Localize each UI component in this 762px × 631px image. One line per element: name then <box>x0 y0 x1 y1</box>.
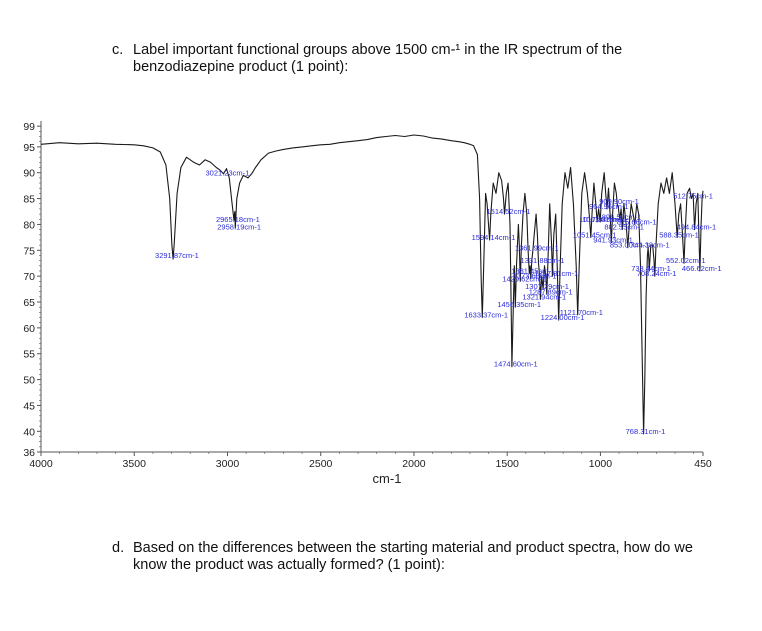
peak-label: 2958.19cm-1 <box>217 223 261 232</box>
peak-label: 1381.45cm-1 <box>511 267 555 276</box>
y-tick-label: 65 <box>23 297 35 309</box>
question-c-line-1: Label important functional groups above … <box>133 42 623 58</box>
peak-label: 2965.18cm-1 <box>216 215 260 224</box>
peak-label: 3021.23cm-1 <box>206 168 250 177</box>
peak-label: 1361.99cm-1 <box>515 243 559 252</box>
peak-label: 1474.60cm-1 <box>494 360 538 369</box>
peak-label: 512.75cm-1 <box>673 192 713 201</box>
peak-label: 896.50cm-1 <box>602 212 642 221</box>
x-tick-label: 4000 <box>29 458 53 470</box>
peak-label: 1257.81cm-1 <box>534 269 578 278</box>
y-tick-label: 50 <box>23 375 35 387</box>
peak-label: 1321.94cm-1 <box>522 292 566 301</box>
peak-label: 882.55cm-1 <box>604 223 644 232</box>
x-tick-label: 450 <box>694 458 712 470</box>
x-axis-title: cm-1 <box>373 471 402 486</box>
peak-label: 815.66cm-1 <box>617 217 657 226</box>
peak-label: 964.96cm-1 <box>589 202 629 211</box>
peak-label: 744.38cm-1 <box>630 241 670 250</box>
question-c-number: c. <box>112 42 124 58</box>
y-tick-label: 45 <box>23 400 35 412</box>
peak-label: 1594.14cm-1 <box>472 233 516 242</box>
question-c-line-2: benzodiazepine product (1 point): <box>133 59 349 75</box>
y-tick-label: 90 <box>23 168 35 180</box>
x-tick-label: 1500 <box>496 458 520 470</box>
peak-label: 1373.68cm-1 <box>513 272 557 281</box>
question-c: c. Label important functional groups abo… <box>112 42 732 82</box>
peak-label: 1287.89cm-1 <box>529 287 573 296</box>
question-d-line-1: Based on the differences between the sta… <box>133 540 693 556</box>
peak-label: 494.84cm-1 <box>677 223 717 232</box>
peak-label: 1224.00cm-1 <box>541 313 585 322</box>
y-tick-label: 99 <box>23 121 35 133</box>
x-tick-label: 2000 <box>402 458 426 470</box>
y-tick-label: 60 <box>23 323 35 335</box>
y-tick-label: 40 <box>23 426 35 438</box>
peak-label: 909.90cm-1 <box>599 197 639 206</box>
y-tick-label: 36 <box>23 447 35 459</box>
x-tick-label: 3500 <box>123 458 147 470</box>
spectrum-line <box>40 134 704 435</box>
x-tick-label: 3000 <box>216 458 240 470</box>
peak-label: 738.44cm-1 <box>631 264 671 273</box>
question-d-number: d. <box>112 540 125 556</box>
y-tick-label: 80 <box>23 219 35 231</box>
peak-label: 1331.88cm-1 <box>521 256 565 265</box>
peak-label: 1514.52cm-1 <box>486 207 530 216</box>
peak-label: 466.62cm-1 <box>682 264 722 273</box>
y-tick-label: 85 <box>23 194 35 206</box>
y-tick-label: 95 <box>23 142 35 154</box>
question-d: d. Based on the differences between the … <box>112 540 732 580</box>
peak-label: 941.93cm-1 <box>593 236 633 245</box>
peak-label: 1456.35cm-1 <box>497 300 541 309</box>
peak-label: 1001.01cm-1 <box>582 215 626 224</box>
y-tick-label: 75 <box>23 245 35 257</box>
peak-label: 1429.62cm-1 <box>502 274 546 283</box>
peak-label: 552.02cm-1 <box>666 256 706 265</box>
peak-label: 1633.37cm-1 <box>464 311 508 320</box>
peak-label: 708.24cm-1 <box>637 269 677 278</box>
question-d-line-2: know the product was actually formed? (1… <box>133 557 445 573</box>
y-tick-label: 70 <box>23 271 35 283</box>
peak-label: 1121.70cm-1 <box>560 308 603 317</box>
x-tick-label: 2500 <box>309 458 333 470</box>
y-tick-label: 55 <box>23 349 35 361</box>
peak-label: 1017.84cm-1 <box>579 215 623 224</box>
peak-label: 768.31cm-1 <box>626 427 666 436</box>
x-tick-label: 1000 <box>589 458 613 470</box>
peak-label: 1307.29cm-1 <box>525 282 569 291</box>
peak-label: 3291.87cm-1 <box>155 251 199 260</box>
peak-label: 588.35cm-1 <box>659 230 699 239</box>
peak-label: 853.00cm-1 <box>610 241 650 250</box>
peak-label: 1051.45cm-1 <box>573 230 617 239</box>
